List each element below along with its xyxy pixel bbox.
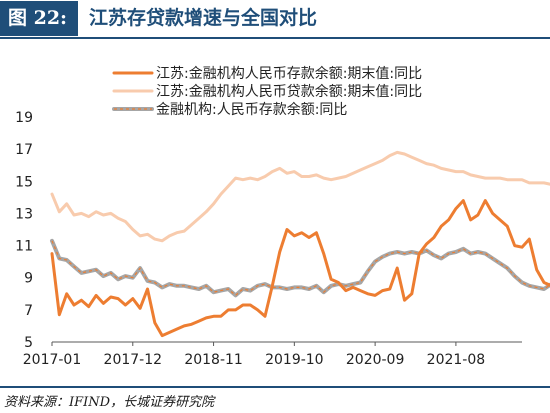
series-line-3 bbox=[50, 238, 550, 298]
source-note: 资料来源：IFIND，长城证券研究院 bbox=[4, 395, 215, 410]
y-tick-label: 19 bbox=[15, 110, 33, 126]
y-tick-label: 15 bbox=[15, 174, 33, 190]
chart-legend: 江苏:金融机构人民币存款余额:期末值:同比江苏:金融机构人民币贷款余额:期末值:… bbox=[112, 65, 422, 118]
x-tick-label: 2020-09 bbox=[346, 352, 405, 368]
figure-header: 图 22: 江苏存贷款增速与全国对比 bbox=[0, 0, 550, 39]
x-tick-label: 2019-10 bbox=[265, 352, 324, 368]
figure-title: 江苏存贷款增速与全国对比 bbox=[89, 7, 318, 29]
title-divider bbox=[0, 37, 550, 39]
y-tick-label: 13 bbox=[15, 206, 33, 222]
legend-label-2: 江苏:金融机构人民币贷款余额:期末值:同比 bbox=[156, 83, 422, 100]
legend-label-3: 金融机构:人民币存款余额:同比 bbox=[156, 101, 347, 118]
figure-label: 图 22: bbox=[0, 1, 78, 36]
x-axis: 2017-01 2017-12 2018-11 2019-10 2020-09 2021-… bbox=[23, 341, 522, 368]
footer-divider bbox=[0, 386, 550, 388]
y-tick-label: 5 bbox=[24, 335, 33, 351]
series-line-2 bbox=[50, 150, 550, 243]
x-tick-label: 2017-01 bbox=[23, 352, 82, 368]
y-axis: 5 7 9 11 13 15 17 19 bbox=[15, 110, 33, 351]
x-tick-label: 2021-08 bbox=[427, 352, 486, 368]
y-tick-label: 11 bbox=[15, 239, 33, 255]
x-tick-label: 2017-12 bbox=[104, 352, 163, 368]
line-chart: 江苏:金融机构人民币存款余额:期末值:同比江苏:金融机构人民币贷款余额:期末值:… bbox=[15, 65, 550, 368]
y-tick-label: 7 bbox=[24, 303, 33, 319]
x-tick-label: 2018-11 bbox=[184, 352, 243, 368]
series-layer bbox=[50, 150, 550, 338]
y-tick-label: 17 bbox=[15, 142, 33, 158]
legend-label-1: 江苏:金融机构人民币存款余额:期末值:同比 bbox=[156, 65, 422, 82]
series-line-1 bbox=[50, 199, 550, 338]
y-tick-label: 9 bbox=[24, 271, 33, 287]
series-line-3-dash bbox=[51, 240, 550, 296]
